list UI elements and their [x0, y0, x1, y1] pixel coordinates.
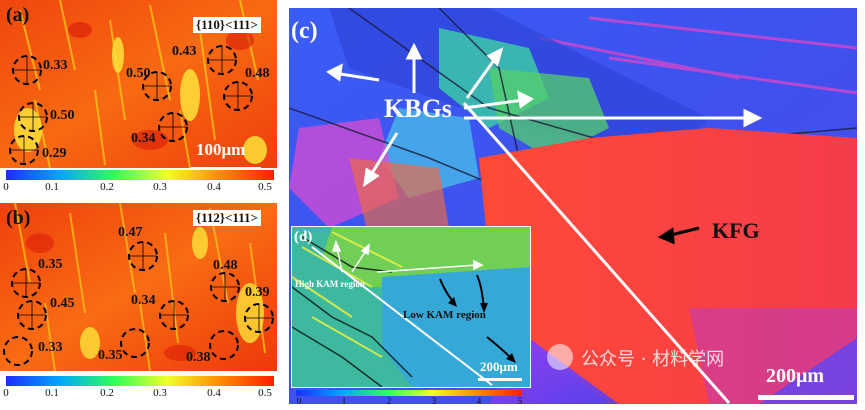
panel-a-tick-0: 0 — [3, 181, 9, 193]
panel-a-tick-2: 0.2 — [100, 181, 114, 193]
panel-b-value-8: 0.39 — [245, 285, 270, 300]
panel-d-tick-3: 3 — [431, 396, 437, 406]
low-kam-region-label: Low KAM region — [403, 309, 486, 321]
high-kam-region-label: High KAM region — [295, 279, 365, 289]
panel-b-tick-1: 0.1 — [45, 387, 59, 399]
kbgs-label: KBGs — [384, 94, 452, 123]
panel-a-tick-1: 0.1 — [45, 181, 59, 193]
panel-b-value-9: 0.38 — [186, 350, 211, 365]
panel-b-value-5: 0.34 — [131, 293, 156, 308]
panel-b-tick-3: 0.3 — [153, 387, 167, 399]
panel-b-tick-0: 0 — [3, 387, 9, 399]
panel-a-value-2: 0.50 — [50, 108, 75, 123]
panel-d-texture — [292, 227, 530, 387]
panel-b-tick-5: 0.5 — [258, 387, 272, 399]
watermark-logo — [547, 344, 573, 370]
panel-d-scale-bar — [478, 378, 522, 381]
panel-d-letter: (d) — [294, 229, 313, 245]
panel-a-kam-map: (a) {110}<111> 0.33 0.50 0.29 0.50 0.34 … — [0, 0, 277, 168]
panel-d-scale-label: 200μm — [480, 359, 518, 374]
panel-b-value-7: 0.48 — [213, 258, 238, 273]
watermark-text: 公众号 · 材料学网 — [581, 349, 725, 370]
panel-b-texture — [0, 203, 277, 371]
panel-b-orientation: {112}<111> — [193, 210, 261, 226]
panel-d-colorbar — [296, 390, 522, 396]
panel-d-tick-4: 4 — [476, 396, 482, 406]
panel-a-orientation: {110}<111> — [193, 17, 261, 33]
panel-a-value-1: 0.33 — [43, 58, 68, 73]
panel-b-value-2: 0.45 — [50, 296, 75, 311]
panel-a-value-6: 0.43 — [172, 44, 197, 59]
panel-a-tick-5: 0.5 — [258, 181, 272, 193]
panel-a-scale-label: 100μm — [196, 140, 246, 159]
panel-c-scale-bar — [758, 395, 854, 400]
panel-b-tick-2: 0.2 — [100, 387, 114, 399]
panel-a-colorbar — [6, 170, 274, 180]
panel-b-value-6: 0.35 — [98, 348, 123, 363]
panel-b-value-4: 0.47 — [118, 225, 143, 240]
panel-b-colorbar — [6, 376, 274, 386]
panel-a-value-3: 0.29 — [42, 146, 67, 161]
panel-d-tick-1: 1 — [341, 396, 347, 406]
panel-a-tick-4: 0.4 — [207, 181, 221, 193]
panel-a-value-7: 0.48 — [245, 66, 270, 81]
panel-a-value-5: 0.34 — [131, 131, 156, 146]
kfg-label: KFG — [712, 218, 760, 243]
panel-a-value-4: 0.50 — [126, 66, 151, 81]
panel-d-kam-map: (d) High KAM region Low KAM region 200μm — [291, 226, 531, 388]
panel-d-tick-2: 2 — [386, 396, 392, 406]
panel-c-scale-label: 200μm — [766, 365, 824, 387]
panel-b-letter: (b) — [6, 207, 31, 229]
panel-a-tick-3: 0.3 — [153, 181, 167, 193]
panel-b-value-3: 0.33 — [38, 340, 63, 355]
panel-b-value-1: 0.35 — [38, 257, 63, 272]
panel-d-tick-5: 5 — [517, 396, 523, 406]
panel-b-tick-4: 0.4 — [207, 387, 221, 399]
panel-a-letter: (a) — [6, 4, 30, 26]
panel-d-tick-0: 0 — [296, 396, 302, 406]
panel-c-ipf-map: (c) KBGs KFG 公众号 · 材料学网 200μm — [289, 8, 857, 404]
panel-c-letter: (c) — [291, 18, 318, 44]
panel-b-kam-map: (b) {112}<111> 0.35 0.45 0.33 0.47 0.34 … — [0, 203, 277, 371]
panel-a-scale-bar — [191, 167, 261, 168]
